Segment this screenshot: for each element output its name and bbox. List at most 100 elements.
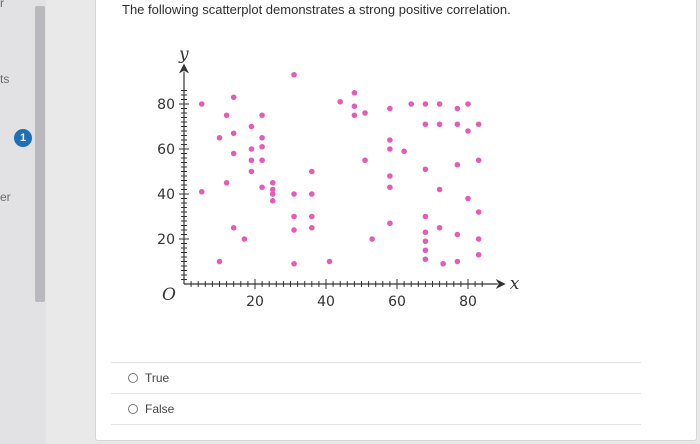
data-point [223, 179, 230, 186]
origin-label: O [162, 285, 176, 305]
data-point [198, 101, 205, 107]
chart-points [198, 71, 482, 267]
option-true-label: True [145, 371, 170, 385]
left-sidebar: r ts 1 er [0, 0, 46, 444]
data-point [269, 191, 276, 197]
option-false-label: False [145, 402, 175, 416]
x-axis-arrow [495, 279, 506, 289]
data-point [387, 220, 393, 227]
data-point [422, 238, 429, 245]
data-point [387, 105, 393, 112]
divider-middle [111, 393, 641, 394]
data-point [291, 227, 297, 233]
data-point [454, 231, 461, 238]
data-point [230, 224, 237, 231]
data-point [436, 224, 443, 231]
sidebar-scrollbar[interactable] [35, 6, 45, 302]
data-point [465, 128, 471, 134]
data-point [326, 258, 333, 265]
option-true[interactable]: True [128, 371, 169, 385]
data-point [422, 256, 429, 263]
divider-top [111, 362, 641, 363]
data-point [337, 98, 343, 105]
data-point [248, 168, 255, 175]
data-point [230, 94, 237, 101]
data-point [387, 137, 393, 143]
data-point [436, 101, 443, 107]
data-point [422, 166, 429, 173]
y-axis-label: y [178, 45, 189, 65]
scatterplot: 20 40 60 80 20 40 60 80 x y O [157, 45, 520, 311]
data-point [223, 112, 230, 119]
data-point [269, 197, 276, 204]
y-tick-label: 80 [157, 97, 175, 113]
y-axis-arrow [179, 63, 189, 74]
data-point [259, 184, 265, 191]
data-point [369, 236, 375, 242]
question-number-badge[interactable]: 1 [14, 129, 32, 147]
data-point [259, 143, 265, 150]
data-point [454, 258, 461, 265]
y-tick-label: 20 [157, 232, 175, 248]
radio-false[interactable] [128, 404, 138, 414]
data-point [351, 103, 358, 110]
data-point [230, 150, 237, 157]
data-point [216, 258, 223, 265]
data-point [291, 213, 297, 220]
data-point [422, 101, 429, 107]
data-point [269, 179, 276, 186]
data-point [387, 184, 393, 191]
data-point [198, 188, 205, 195]
sidebar-fragment-middle: ts [0, 72, 10, 86]
data-point [422, 247, 429, 254]
data-point [291, 71, 297, 78]
data-point [475, 121, 482, 128]
option-false[interactable]: False [128, 402, 174, 416]
data-point [362, 110, 368, 116]
y-tick-label: 40 [157, 187, 175, 203]
data-point [465, 101, 471, 107]
data-point [465, 195, 471, 202]
data-point [422, 229, 429, 236]
data-point [216, 134, 223, 141]
data-point [362, 157, 368, 164]
data-point [351, 112, 358, 119]
data-point [269, 186, 276, 193]
divider-bottom [111, 424, 641, 425]
data-point [291, 191, 297, 197]
data-point [401, 148, 407, 155]
chart-axes: 20 40 60 80 20 40 60 80 x y O [157, 45, 520, 311]
data-point [248, 123, 255, 130]
data-point [475, 157, 482, 164]
data-point [440, 260, 446, 267]
x-tick-label: 80 [459, 294, 477, 310]
data-point [248, 157, 255, 164]
data-point [475, 251, 482, 258]
data-point [241, 236, 248, 242]
data-point [291, 260, 297, 267]
question-card: The following scatterplot demonstrates a… [95, 0, 697, 441]
data-point [387, 146, 393, 152]
data-point [351, 89, 358, 96]
data-point [309, 168, 315, 175]
data-point [454, 161, 461, 168]
x-axis-label: x [510, 274, 520, 294]
x-tick-label: 60 [388, 294, 406, 310]
question-prompt: The following scatterplot demonstrates a… [122, 2, 511, 17]
radio-true[interactable] [128, 373, 138, 383]
data-point [309, 224, 315, 231]
data-point [454, 105, 461, 112]
data-point [422, 121, 429, 128]
data-point [309, 213, 315, 220]
data-point [454, 121, 461, 128]
data-point [408, 101, 415, 107]
data-point [422, 213, 429, 220]
data-point [259, 157, 265, 164]
y-tick-label: 60 [157, 142, 175, 158]
data-point [309, 191, 315, 197]
data-point [475, 236, 482, 242]
data-point [248, 146, 255, 152]
data-point [436, 121, 443, 128]
data-point [259, 134, 265, 141]
sidebar-fragment-top: r [0, 0, 4, 10]
